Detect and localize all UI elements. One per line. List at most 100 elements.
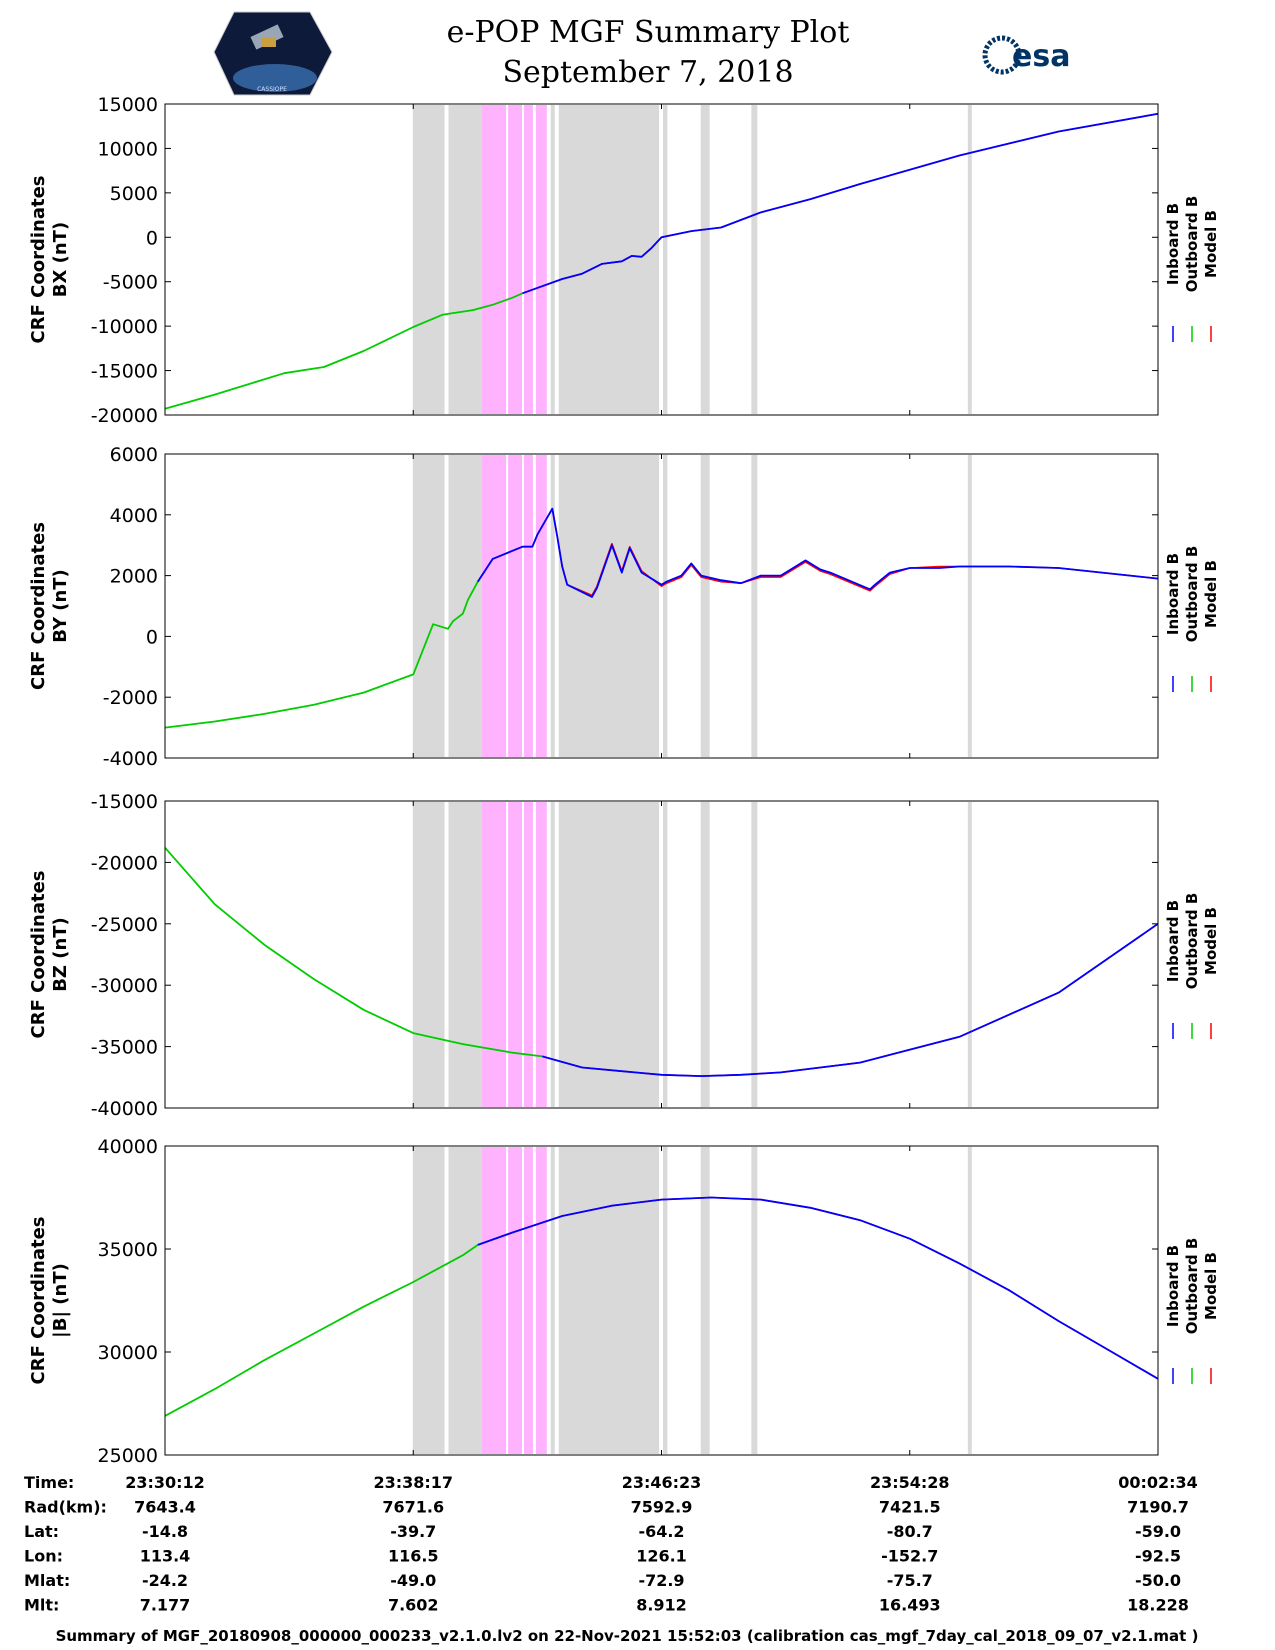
y-axis-label: CRF Coordinates BX (nT): [28, 176, 71, 344]
data-gap-band: [967, 1147, 972, 1454]
series-inboard-line: [477, 1196, 1159, 1380]
plot-area: [165, 104, 1158, 415]
data-gap-band: [967, 455, 972, 757]
data-gap-band: [550, 1147, 555, 1454]
data-gap-band: [550, 455, 555, 757]
legend-entry-label: Model B: [1202, 907, 1220, 975]
data-gap-band: [967, 802, 972, 1107]
event-band: [523, 455, 533, 757]
data-gap-band: [412, 802, 445, 1107]
legend-entry-label: Inboard B: [1164, 900, 1182, 982]
y-tick-label: 10000: [98, 138, 158, 160]
y-tick-label: -40000: [91, 1098, 158, 1120]
y-tick-label: 5000: [110, 183, 158, 205]
legend-entry-label: Outboard B: [1183, 546, 1201, 643]
table-row-label: Time:: [24, 1473, 74, 1492]
y-tick-label: -30000: [91, 975, 158, 997]
table-cell: -24.2: [142, 1571, 188, 1590]
table-cell: 7.177: [140, 1596, 191, 1615]
y-tick-label: -15000: [91, 361, 158, 383]
data-gap-band: [448, 802, 482, 1107]
y-tick-label: 40000: [98, 1136, 158, 1158]
panels: 150001000050000-5000-10000-15000-20000CR…: [28, 94, 1220, 1467]
table-cell: -49.0: [390, 1571, 436, 1590]
y-tick-label: -25000: [91, 914, 158, 936]
y-axis-label-line: CRF Coordinates: [28, 1217, 49, 1385]
table-cell: -75.7: [887, 1571, 933, 1590]
y-tick-label: -4000: [103, 748, 158, 770]
y-axis-label: CRF Coordinates BZ (nT): [28, 871, 71, 1039]
data-gap-band: [662, 802, 668, 1107]
table-cell: -59.0: [1135, 1522, 1181, 1541]
series-outboard-line: [164, 847, 543, 1058]
y-tick-label: 25000: [98, 1445, 158, 1467]
table-cell: 7643.4: [134, 1498, 196, 1517]
series-outboard-line: [164, 581, 479, 729]
panel-3: -15000 -20000 -25000 -30000 -35000 -40000 CRF …: [28, 791, 1220, 1120]
series-inboard-line: [522, 112, 1159, 295]
data-gap-band: [550, 105, 555, 414]
event-band: [481, 1147, 507, 1454]
table-cell: -80.7: [887, 1522, 933, 1541]
table-row-label: Lon:: [24, 1547, 63, 1566]
legend: Inboard B Outboard B Model B: [1164, 893, 1220, 1039]
table-cell: 7592.9: [631, 1498, 693, 1517]
legend: Inboard B Outboard B Model B: [1164, 1238, 1220, 1384]
legend-entry-label: Inboard B: [1164, 553, 1182, 635]
table-row-label: Lat:: [24, 1522, 59, 1541]
y-tick-label: 35000: [98, 1239, 158, 1261]
legend-entry-label: Outboard B: [1183, 196, 1201, 293]
y-tick-label: -2000: [103, 687, 158, 709]
event-band: [481, 455, 507, 757]
data-gap-band: [751, 802, 758, 1107]
table-cell: -64.2: [638, 1522, 684, 1541]
data-gap-band: [558, 1147, 660, 1454]
table-row-label: Mlt:: [24, 1596, 59, 1615]
data-gap-band: [558, 455, 660, 757]
y-axis-label-line: BX (nT): [50, 222, 71, 297]
table-cell: -152.7: [881, 1547, 938, 1566]
data-gap-band: [700, 1147, 710, 1454]
data-gap-band: [662, 1147, 668, 1454]
legend-entry-label: Outboard B: [1183, 1238, 1201, 1335]
plot-area: [165, 454, 1158, 758]
y-tick-label: -35000: [91, 1037, 158, 1059]
data-gap-band: [751, 105, 758, 414]
y-axis-label: CRF Coordinates |B| (nT): [28, 1217, 71, 1385]
table-cell: 8.912: [636, 1596, 687, 1615]
y-tick-label: 4000: [110, 505, 158, 527]
event-band: [535, 455, 547, 757]
event-band: [523, 1147, 533, 1454]
table-cell: 23:30:12: [125, 1473, 205, 1492]
data-gap-band: [751, 455, 758, 757]
y-tick-label: -10000: [91, 316, 158, 338]
legend-entry-label: Inboard B: [1164, 1245, 1182, 1327]
table-cell: 18.228: [1127, 1596, 1189, 1615]
table-cell: -50.0: [1135, 1571, 1181, 1590]
data-gap-band: [700, 802, 710, 1107]
event-band: [508, 1147, 522, 1454]
data-gap-band: [662, 455, 668, 757]
table-cell: 23:54:28: [870, 1473, 950, 1492]
y-axis-label-line: CRF Coordinates: [28, 871, 49, 1039]
esa-logo-text: esa: [1012, 39, 1070, 74]
table-cell: -92.5: [1135, 1547, 1181, 1566]
cassiope-logo: CASSIOPE: [213, 11, 333, 96]
y-axis-label-line: |B| (nT): [50, 1263, 71, 1338]
series-inboard-line: [542, 923, 1159, 1077]
table-cell: 23:38:17: [373, 1473, 453, 1492]
table-cell: 7190.7: [1127, 1498, 1189, 1517]
esa-logo: esa: [982, 35, 1070, 75]
table-cell: -39.7: [390, 1522, 436, 1541]
event-band: [508, 802, 522, 1107]
event-band: [535, 1147, 547, 1454]
plot-area: [165, 801, 1158, 1108]
legend-entry-label: Model B: [1202, 210, 1220, 278]
plot-area: [165, 1146, 1158, 1455]
event-band: [535, 105, 547, 414]
figure-date: September 7, 2018: [502, 55, 793, 90]
y-axis-label-line: CRF Coordinates: [28, 522, 49, 690]
data-gap-band: [751, 1147, 758, 1454]
y-axis-label-line: BZ (nT): [50, 917, 71, 992]
